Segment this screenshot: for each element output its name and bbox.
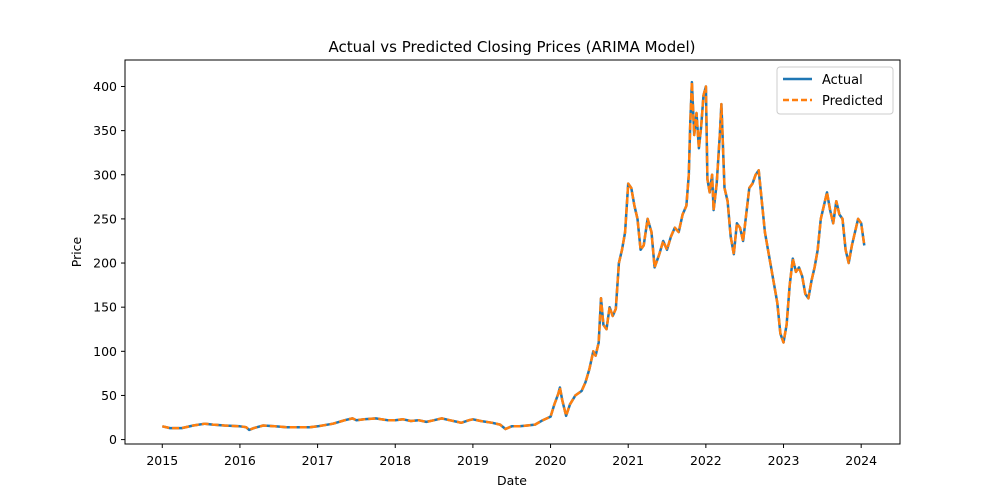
y-tick-label: 150 — [93, 300, 117, 315]
y-tick-label: 250 — [93, 211, 117, 226]
chart-title: Actual vs Predicted Closing Prices (ARIM… — [329, 38, 696, 56]
y-axis-label: Price — [69, 236, 84, 267]
legend: Actual Predicted — [776, 66, 894, 115]
x-tick-label: 2017 — [302, 453, 334, 468]
x-tick-label: 2022 — [690, 453, 722, 468]
x-tick-label: 2015 — [146, 453, 178, 468]
x-tick-label: 2019 — [457, 453, 489, 468]
x-axis: 2015 2016 2017 2018 2019 2020 2021 2022 2023 2024 — [146, 444, 877, 468]
legend-predicted-label: Predicted — [822, 94, 883, 109]
y-tick-label: 350 — [93, 123, 117, 138]
y-tick-label: 300 — [93, 167, 117, 182]
x-tick-label: 2021 — [612, 453, 644, 468]
y-tick-label: 0 — [109, 432, 117, 447]
y-tick-label: 200 — [93, 256, 117, 271]
series-line-predicted — [162, 80, 866, 432]
y-tick-label: 100 — [93, 344, 117, 359]
x-tick-label: 2023 — [768, 453, 800, 468]
y-tick-label: 400 — [93, 79, 117, 94]
legend-actual-label: Actual — [822, 73, 863, 88]
y-tick-label: 50 — [101, 388, 117, 403]
plot-frame — [124, 59, 901, 445]
x-tick-label: 2016 — [224, 453, 256, 468]
x-tick-label: 2024 — [845, 453, 877, 468]
x-axis-label: Date — [497, 473, 527, 488]
x-tick-label: 2020 — [535, 453, 567, 468]
x-tick-label: 2018 — [379, 453, 411, 468]
y-axis: 0 50 100 150 200 250 300 350 400 — [93, 79, 125, 447]
